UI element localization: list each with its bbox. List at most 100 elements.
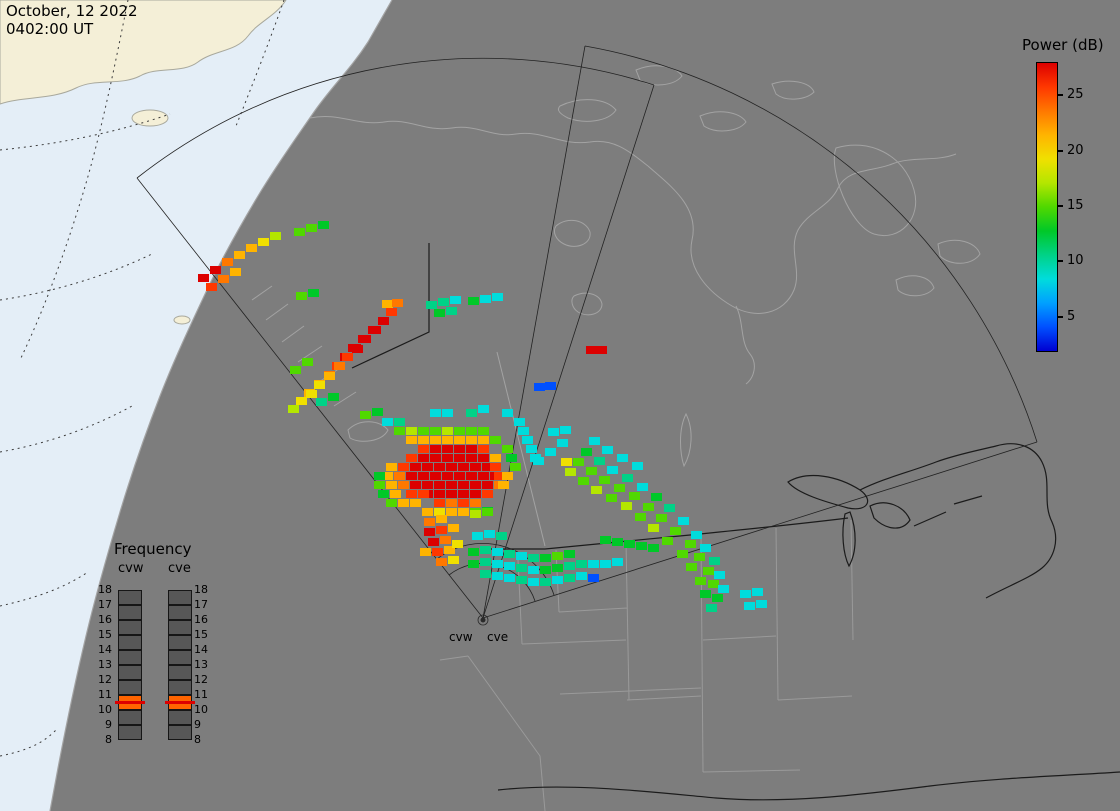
- backscatter-cell: [478, 427, 489, 435]
- backscatter-cell: [450, 296, 461, 304]
- backscatter-cell: [492, 560, 503, 568]
- backscatter-cell: [504, 550, 515, 558]
- backscatter-cell: [470, 499, 481, 507]
- frequency-box: [168, 590, 192, 605]
- backscatter-cell: [392, 299, 403, 307]
- backscatter-cell: [482, 463, 493, 471]
- lakes-erie-ontario: [913, 495, 983, 527]
- frequency-box: [168, 620, 192, 635]
- frequency-legend-title: Frequency: [114, 540, 192, 558]
- backscatter-cell: [588, 560, 599, 568]
- colorbar-tick-mark: [1058, 94, 1063, 97]
- backscatter-cell: [386, 308, 397, 316]
- backscatter-cell: [607, 466, 618, 474]
- backscatter-cell: [434, 463, 445, 471]
- backscatter-cell: [466, 436, 477, 444]
- backscatter-cell: [490, 454, 501, 462]
- backscatter-cell: [426, 301, 437, 309]
- backscatter-cell: [478, 436, 489, 444]
- backscatter-cell: [198, 274, 209, 282]
- frequency-scale-label: 16: [98, 613, 112, 626]
- backscatter-cell: [360, 411, 371, 419]
- backscatter-cell: [422, 508, 433, 516]
- backscatter-cell: [352, 345, 363, 353]
- backscatter-cell: [370, 326, 381, 334]
- backscatter-cell: [691, 531, 702, 539]
- alaska-border: [351, 243, 430, 369]
- backscatter-cell: [480, 295, 491, 303]
- backscatter-cell: [394, 418, 405, 426]
- backscatter-cell: [700, 590, 711, 598]
- colorbar-title: Power (dB): [1022, 36, 1104, 54]
- backscatter-cell: [470, 463, 481, 471]
- backscatter-cell: [428, 538, 439, 546]
- backscatter-cell: [648, 544, 659, 552]
- backscatter-cell: [516, 552, 527, 560]
- backscatter-cell: [756, 600, 767, 608]
- backscatter-cell: [480, 546, 491, 554]
- colorbar-tick-label: 15: [1067, 198, 1084, 213]
- frequency-box: [118, 725, 142, 740]
- backscatter-cell: [492, 293, 503, 301]
- backscatter-cell: [534, 383, 545, 391]
- frequency-scale-label: 14: [194, 643, 208, 656]
- backscatter-cell: [514, 418, 525, 426]
- lake-winnipeg: [680, 412, 692, 468]
- backscatter-cell: [528, 566, 539, 574]
- colorbar-tick-label: 10: [1067, 253, 1084, 269]
- backscatter-cell: [602, 446, 613, 454]
- backscatter-cell: [442, 427, 453, 435]
- backscatter-cell: [314, 381, 325, 389]
- backscatter-cell: [629, 492, 640, 500]
- backscatter-cell: [440, 536, 451, 544]
- backscatter-cell: [418, 454, 429, 462]
- backscatter-cell: [588, 574, 599, 582]
- backscatter-cell: [386, 499, 397, 507]
- backscatter-cell: [446, 463, 457, 471]
- backscatter-cell: [700, 544, 711, 552]
- frequency-box: [118, 710, 142, 725]
- backscatter-cell: [218, 275, 229, 283]
- backscatter-cell: [664, 504, 675, 512]
- frequency-scale-label: 12: [98, 673, 112, 686]
- fov-right-edge: [482, 441, 1038, 619]
- backscatter-cell: [448, 556, 459, 564]
- backscatter-cell: [454, 427, 465, 435]
- backscatter-cell: [334, 362, 345, 370]
- backscatter-cell: [594, 457, 605, 465]
- backscatter-cell: [478, 472, 489, 480]
- backscatter-cell: [290, 366, 301, 374]
- frequency-scale-label: 9: [194, 718, 201, 731]
- backscatter-cell: [522, 436, 533, 444]
- backscatter-cell: [677, 550, 688, 558]
- backscatter-cell: [540, 566, 551, 574]
- province-border: [496, 351, 546, 547]
- colorbar-tick-mark: [1058, 205, 1063, 207]
- geo-outlines: [251, 65, 981, 811]
- frequency-box: [118, 665, 142, 680]
- colorbar-tick-mark: [1058, 315, 1063, 318]
- colorbar-tick-label: 25: [1067, 87, 1084, 103]
- frequency-scale-label: 15: [194, 628, 208, 641]
- backscatter-cell: [564, 562, 575, 570]
- backscatter-cell: [656, 514, 667, 522]
- graticule: [0, 0, 285, 757]
- fov-cve-left-edge: [482, 45, 586, 619]
- backscatter-cell: [442, 445, 453, 453]
- backscatter-cell: [740, 590, 751, 598]
- vancouver-island: [347, 421, 389, 442]
- backscatter-cell: [552, 564, 563, 572]
- backscatter-cell: [548, 428, 559, 436]
- backscatter-cell: [470, 510, 481, 518]
- backscatter-cell: [434, 309, 445, 317]
- backscatter-cell: [386, 481, 397, 489]
- frequency-scale-label: 9: [105, 718, 112, 731]
- backscatter-cell: [382, 300, 393, 308]
- backscatter-cell: [490, 436, 501, 444]
- backscatter-cell: [662, 537, 673, 545]
- backscatter-cell: [586, 467, 597, 475]
- backscatter-cell: [612, 558, 623, 566]
- backscatter-cell: [600, 560, 611, 568]
- backscatter-cell: [621, 502, 632, 510]
